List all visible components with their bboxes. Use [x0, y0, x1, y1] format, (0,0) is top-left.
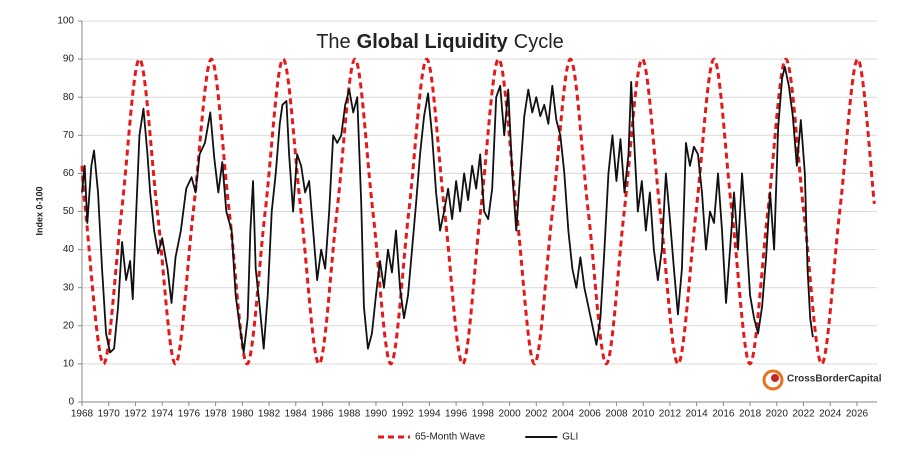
legend-label: 65-Month Wave	[415, 432, 486, 443]
title-part: Global Liquidity	[357, 31, 509, 53]
y-tick-label: 20	[63, 320, 75, 331]
x-tick-label: 1984	[285, 409, 308, 420]
y-tick-label: 40	[63, 244, 75, 255]
x-tick-label: 1990	[365, 409, 388, 420]
x-tick-label: 1986	[311, 409, 334, 420]
y-tick-label: 60	[63, 168, 75, 179]
x-tick-label: 1994	[418, 409, 441, 420]
x-tick-label: 2026	[846, 409, 869, 420]
x-tick-label: 1978	[204, 409, 227, 420]
logo-icon-center	[771, 374, 779, 382]
y-tick-label: 0	[68, 397, 74, 408]
x-tick-label: 2020	[766, 409, 789, 420]
x-tick-label: 2008	[605, 409, 628, 420]
y-tick-label: 90	[63, 54, 75, 65]
x-tick-label: 1968	[71, 409, 94, 420]
x-tick-label: 1972	[124, 409, 147, 420]
x-tick-label: 1998	[472, 409, 495, 420]
x-tick-label: 2024	[819, 409, 842, 420]
x-tick-label: 1970	[98, 409, 121, 420]
chart-title: The Global Liquidity Cycle	[316, 31, 564, 53]
series-line	[81, 65, 814, 354]
x-tick-label: 2000	[498, 409, 521, 420]
x-tick-label: 1988	[338, 409, 361, 420]
y-tick-label: 70	[63, 130, 75, 141]
title-part: Cycle	[514, 31, 564, 53]
y-tick-label: 50	[63, 206, 75, 217]
logo-text: CrossBorderCapital	[787, 374, 882, 385]
y-tick-label: 100	[57, 16, 74, 27]
logo-icon	[762, 369, 784, 391]
x-tick-label: 2002	[525, 409, 548, 420]
x-tick-label: 1982	[258, 409, 281, 420]
x-tick-label: 2016	[712, 409, 735, 420]
x-tick-label: 2022	[792, 409, 815, 420]
y-axis-label: Index 0-100	[34, 186, 44, 235]
series-line	[80, 57, 876, 366]
x-tick-label: 2014	[685, 409, 708, 420]
x-tick-label: 2018	[739, 409, 762, 420]
x-tick-label: 2004	[552, 409, 575, 420]
y-tick-label: 30	[63, 282, 75, 293]
x-tick-label: 1980	[231, 409, 254, 420]
x-tick-label: 2012	[659, 409, 682, 420]
x-tick-label: 1974	[151, 409, 174, 420]
x-tick-label: 2010	[632, 409, 655, 420]
title-part: The	[316, 31, 350, 53]
x-tick-label: 1996	[445, 409, 468, 420]
legend-label: GLI	[562, 432, 578, 443]
x-tick-label: 2006	[579, 409, 602, 420]
logo: CrossBorderCapital	[762, 369, 882, 391]
y-tick-label: 10	[63, 359, 75, 370]
x-tick-label: 1976	[178, 409, 201, 420]
x-tick-label: 1992	[392, 409, 415, 420]
y-tick-label: 80	[63, 92, 75, 103]
